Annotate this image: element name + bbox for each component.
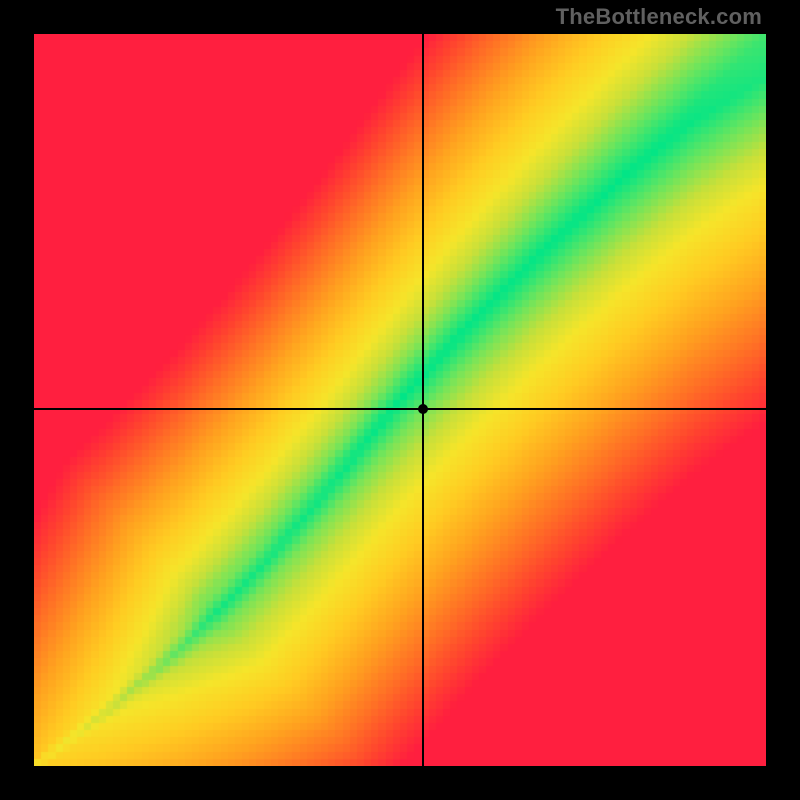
heatmap-canvas xyxy=(34,34,766,766)
watermark-text: TheBottleneck.com xyxy=(556,4,762,30)
crosshair-horizontal xyxy=(34,408,766,410)
chart-container: TheBottleneck.com xyxy=(0,0,800,800)
crosshair-vertical xyxy=(422,34,424,766)
plot-area xyxy=(34,34,766,766)
